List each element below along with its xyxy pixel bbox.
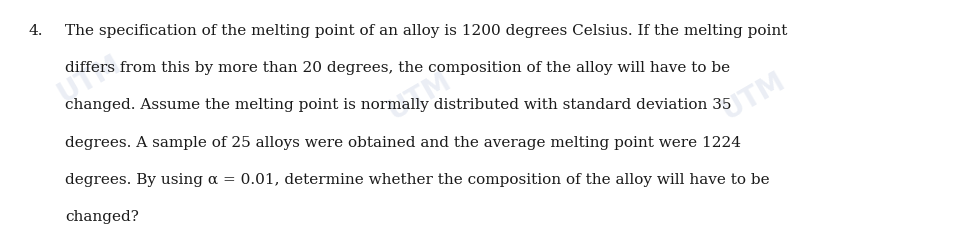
Text: The specification of the melting point of an alloy is 1200 degrees Celsius. If t: The specification of the melting point o… [65, 24, 788, 38]
Text: degrees. A sample of 25 alloys were obtained and the average melting point were : degrees. A sample of 25 alloys were obta… [65, 136, 741, 150]
Text: UTM: UTM [53, 49, 126, 108]
Text: UTM: UTM [382, 66, 456, 125]
Text: degrees. By using α = 0.01, determine whether the composition of the alloy will : degrees. By using α = 0.01, determine wh… [65, 173, 770, 187]
Text: changed. Assume the melting point is normally distributed with standard deviatio: changed. Assume the melting point is nor… [65, 98, 731, 112]
Text: changed?: changed? [65, 210, 139, 224]
Text: UTM: UTM [717, 66, 791, 125]
Text: 4.: 4. [29, 24, 43, 38]
Text: differs from this by more than 20 degrees, the composition of the alloy will hav: differs from this by more than 20 degree… [65, 61, 730, 75]
